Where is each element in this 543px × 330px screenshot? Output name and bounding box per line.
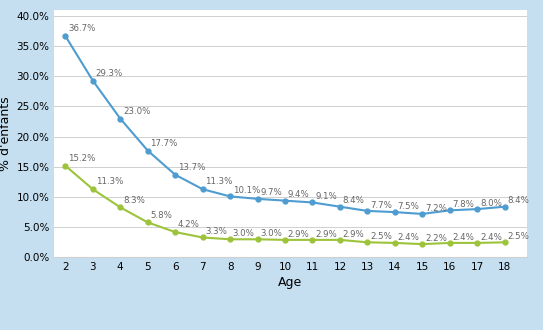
Text: 9.4%: 9.4% [288, 190, 310, 199]
Text: 8.3%: 8.3% [123, 195, 145, 205]
2 med - 30d [364, 240, 371, 244]
1 med [172, 173, 179, 177]
Text: 2.9%: 2.9% [315, 229, 337, 239]
Text: 15.2%: 15.2% [68, 154, 96, 163]
1 med [309, 201, 315, 205]
2 med - 30d [337, 238, 343, 242]
Text: 7.2%: 7.2% [425, 204, 447, 213]
1 med [502, 205, 508, 209]
2 med - 30d [62, 164, 68, 168]
Text: 5.8%: 5.8% [150, 211, 172, 219]
1 med [90, 79, 96, 82]
1 med [337, 205, 343, 209]
Text: 36.7%: 36.7% [68, 24, 96, 33]
Text: 2.2%: 2.2% [425, 234, 447, 243]
1 med [474, 207, 481, 211]
2 med - 30d [144, 220, 151, 224]
Text: 2.4%: 2.4% [397, 233, 420, 242]
2 med - 30d [90, 187, 96, 191]
1 med [254, 197, 261, 201]
Text: 3.3%: 3.3% [205, 227, 228, 236]
1 med [62, 34, 68, 38]
1 med [227, 194, 233, 198]
Text: 3.0%: 3.0% [233, 229, 255, 238]
2 med - 30d [309, 238, 315, 242]
1 med [446, 208, 453, 212]
Text: 2.9%: 2.9% [288, 229, 310, 239]
Text: 2.4%: 2.4% [452, 233, 475, 242]
2 med - 30d [227, 237, 233, 241]
Y-axis label: % d'enfants: % d'enfants [0, 96, 12, 171]
2 med - 30d [117, 205, 123, 209]
Text: 9.1%: 9.1% [315, 192, 337, 201]
Text: 2.4%: 2.4% [480, 233, 502, 242]
2 med - 30d [502, 240, 508, 244]
1 med [419, 212, 426, 216]
Text: 7.8%: 7.8% [452, 200, 475, 209]
Text: 2.5%: 2.5% [370, 232, 392, 241]
1 med [282, 199, 288, 203]
Text: 3.0%: 3.0% [260, 229, 282, 238]
2 med - 30d [474, 241, 481, 245]
Text: 13.7%: 13.7% [178, 163, 205, 172]
Text: 7.5%: 7.5% [397, 202, 420, 211]
1 med [364, 209, 371, 213]
Text: 7.7%: 7.7% [370, 201, 392, 210]
Text: 17.7%: 17.7% [150, 139, 178, 148]
1 med [199, 187, 206, 191]
Text: 2.9%: 2.9% [343, 229, 364, 239]
Text: 8.4%: 8.4% [343, 196, 364, 205]
Line: 1 med: 1 med [63, 33, 507, 216]
2 med - 30d [199, 236, 206, 240]
1 med [117, 116, 123, 120]
X-axis label: Age: Age [279, 277, 302, 289]
2 med - 30d [392, 241, 398, 245]
Text: 4.2%: 4.2% [178, 220, 200, 229]
Text: 8.4%: 8.4% [508, 196, 529, 205]
2 med - 30d [254, 237, 261, 241]
Text: 11.3%: 11.3% [96, 178, 123, 186]
Text: 11.3%: 11.3% [205, 178, 233, 186]
2 med - 30d [172, 230, 179, 234]
Text: 9.7%: 9.7% [260, 188, 282, 197]
Text: 29.3%: 29.3% [96, 69, 123, 78]
2 med - 30d [282, 238, 288, 242]
1 med [392, 210, 398, 214]
Text: 10.1%: 10.1% [233, 186, 260, 195]
Text: 8.0%: 8.0% [480, 199, 502, 208]
Text: 2.5%: 2.5% [508, 232, 529, 241]
2 med - 30d [419, 242, 426, 246]
2 med - 30d [446, 241, 453, 245]
Line: 2 med - 30d: 2 med - 30d [63, 163, 507, 247]
1 med [144, 148, 151, 152]
Text: 23.0%: 23.0% [123, 107, 150, 116]
